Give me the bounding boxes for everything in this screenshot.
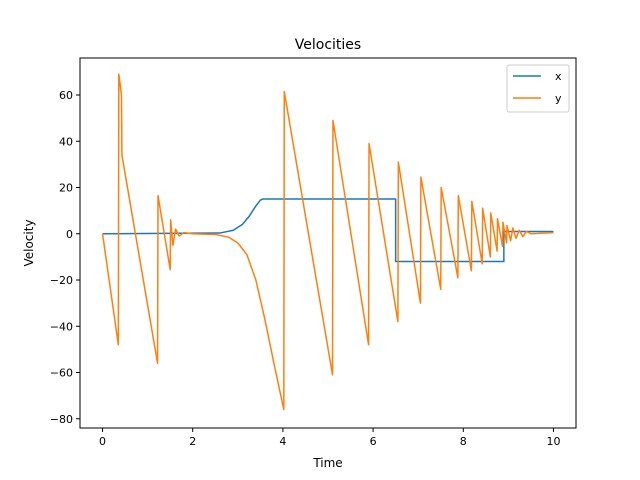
y-tick-label: 40 <box>59 135 73 148</box>
x-tick-label: 0 <box>99 435 106 448</box>
y-axis-label: Velocity <box>22 219 36 266</box>
chart-title: Velocities <box>295 37 361 53</box>
x-tick-label: 8 <box>460 435 467 448</box>
x-axis-label: Time <box>312 456 342 470</box>
x-tick-label: 4 <box>279 435 286 448</box>
series-line-y <box>101 73 554 411</box>
y-tick-label: −80 <box>50 413 73 426</box>
y-tick-label: 60 <box>59 89 73 102</box>
plot-lines <box>101 73 554 411</box>
x-tick-label: 2 <box>189 435 196 448</box>
series-line-x <box>102 198 554 263</box>
y-tick-label: −40 <box>50 320 73 333</box>
y-axis-ticks: −80 −60 −40 −20 0 20 40 60 <box>50 89 80 426</box>
x-tick-label: 6 <box>370 435 377 448</box>
plot-frame <box>79 57 577 429</box>
y-tick-label: −60 <box>50 367 73 380</box>
y-tick-label: −20 <box>50 274 73 287</box>
y-tick-label: 20 <box>59 182 73 195</box>
legend-label-x: x <box>555 70 562 83</box>
legend: x y <box>506 64 570 113</box>
y-tick-label: 0 <box>66 228 73 241</box>
x-axis-ticks: 0 2 4 6 8 10 <box>99 428 560 448</box>
legend-label-y: y <box>555 92 562 105</box>
x-tick-label: 10 <box>546 435 560 448</box>
